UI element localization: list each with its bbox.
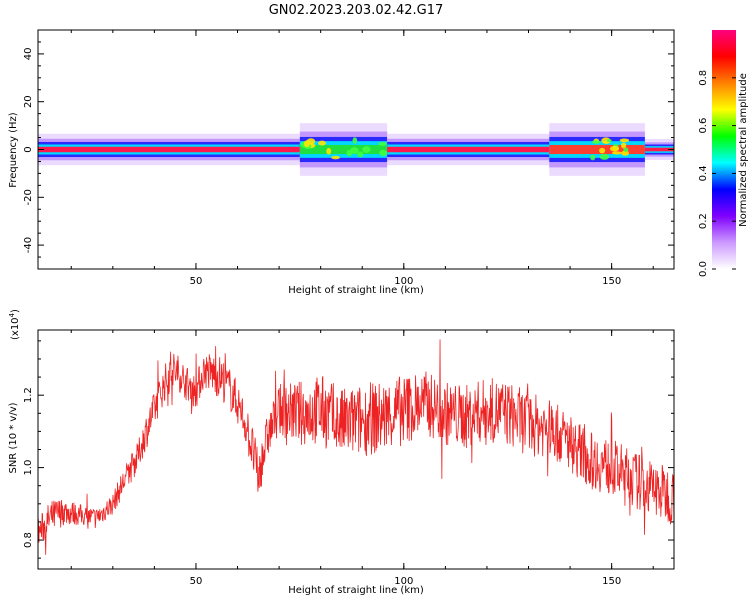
spectrogram-x-axis-label: Height of straight line (km) xyxy=(288,285,424,296)
snr-y-tick-label: 0.8 xyxy=(23,532,34,548)
spectral-blob xyxy=(591,140,601,144)
spectral-blob xyxy=(620,142,627,149)
colorbar-tick-label: 0.2 xyxy=(698,213,709,229)
snr-panel: 50 100 150 0.8 1.0 1.2 Height of straight lin… xyxy=(8,309,675,596)
spectral-blob xyxy=(623,147,629,153)
spectrogram-y-tick-label: -40 xyxy=(23,237,34,253)
spectral-blob xyxy=(362,146,371,153)
spectrogram-y-tick-label: -20 xyxy=(23,189,34,205)
snr-x-axis-label: Height of straight line (km) xyxy=(288,585,424,596)
spectral-feature-core xyxy=(549,144,645,155)
spectrogram-heatmap xyxy=(38,123,674,176)
colorbar-tick-label: 0.4 xyxy=(698,165,709,181)
spectrogram-frame xyxy=(37,29,675,270)
colorbar-ticks: 0.0 0.2 0.4 0.6 0.8 xyxy=(698,70,736,277)
snr-y-tick-label: 1.2 xyxy=(23,387,34,403)
colorbar-label: Normalized spectral amplitude xyxy=(738,73,749,227)
spectrogram-x-tick-label: 150 xyxy=(602,276,621,287)
spectral-blob xyxy=(378,141,387,146)
spectral-blob xyxy=(590,154,596,161)
colorbar-tick-label: 0.8 xyxy=(698,70,709,86)
spectral-feature-core xyxy=(299,144,388,155)
spectral-blob xyxy=(331,155,341,160)
spectrogram-y-tick-label: 40 xyxy=(23,48,34,61)
colorbar-gradient xyxy=(712,30,736,269)
spectrogram-x-tick-label: 100 xyxy=(394,276,413,287)
spectral-blob xyxy=(326,147,332,155)
spectral-feature-core xyxy=(38,146,300,153)
spectrogram-y-tick-label: 0 xyxy=(23,146,34,152)
spectral-feature-core xyxy=(387,146,550,153)
colorbar: 0.0 0.2 0.4 0.6 0.8 Normalized spectral ampl… xyxy=(698,30,749,277)
spectrogram-y-tick-label: 20 xyxy=(23,95,34,108)
snr-x-tick-label: 50 xyxy=(190,576,203,587)
spectral-blob xyxy=(606,138,612,143)
spectral-blob xyxy=(306,138,316,145)
spectral-blob xyxy=(601,137,611,144)
spectral-blob xyxy=(619,138,630,143)
spectrogram-y-axis-label: Frequency (Hz) xyxy=(8,112,19,188)
snr-plot-area xyxy=(38,339,674,555)
spectral-blob xyxy=(611,151,622,155)
spectrogram-panel: 50 100 150 -40 -20 0 20 40 Height of straight l… xyxy=(8,29,675,296)
snr-x-tick-label: 100 xyxy=(394,576,413,587)
snr-series-line xyxy=(38,339,674,555)
figure-title: GN02.2023.203.02.42.G17 xyxy=(269,3,444,18)
spectral-feature-core xyxy=(644,147,674,152)
snr-frame xyxy=(37,329,675,570)
spectral-blob xyxy=(599,147,606,154)
spectrogram-x-tick-label: 50 xyxy=(190,276,203,287)
spectral-blob xyxy=(599,153,610,160)
spectral-blob xyxy=(318,140,327,146)
snr-y-axis-label: SNR (10 * v/v) xyxy=(8,402,19,473)
snr-y-scale-suffix: ) xyxy=(10,309,21,313)
snr-y-scale-prefix: (x10 xyxy=(10,317,21,340)
snr-x-tick-label: 150 xyxy=(602,576,621,587)
snr-y-scale-label: (x104) xyxy=(8,309,21,340)
snr-y-scale-exponent: 4 xyxy=(8,312,16,317)
spectral-blob xyxy=(609,145,620,152)
spectral-blob xyxy=(352,137,358,144)
colorbar-tick-label: 0.0 xyxy=(698,261,709,277)
spectral-blob xyxy=(357,151,364,158)
snr-y-tick-label: 1.0 xyxy=(23,460,34,476)
colorbar-tick-label: 0.6 xyxy=(698,118,709,134)
spectral-blob xyxy=(350,147,359,154)
spectral-blob xyxy=(379,149,388,157)
